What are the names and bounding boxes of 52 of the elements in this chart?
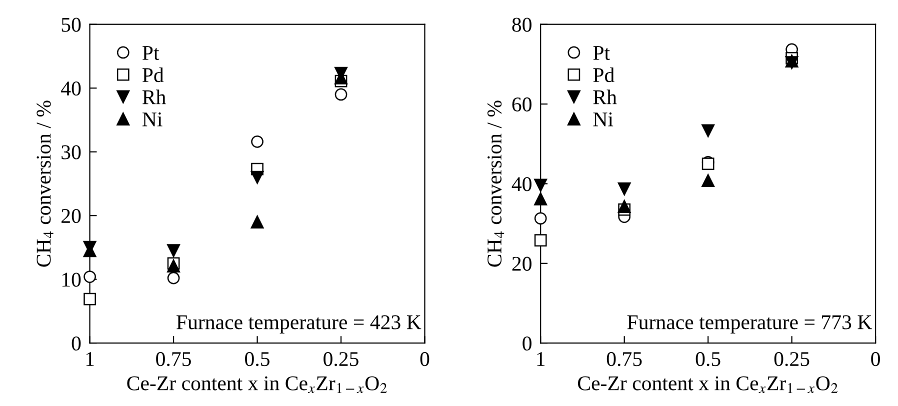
y-tick-label: 0 [522, 336, 532, 351]
x-tick-label: 0.75 [606, 352, 642, 366]
legend-label: Ni [142, 112, 162, 126]
x-axis-title: Ce-Zr content x in Ce$_{x}$Zr$_{1−x}$O$_{2}$ [578, 376, 838, 394]
y-tick-label: 10 [62, 272, 81, 287]
y-axis-title: CH$_{4}$ conversion / % [487, 100, 504, 267]
legend-label: Rh [593, 90, 617, 104]
y-tick-label: 50 [62, 18, 81, 32]
x-axis-title: Ce-Zr content x in Ce$_{x}$Zr$_{1−x}$O$_{2}$ [127, 376, 387, 394]
y-tick-label: 80 [512, 18, 532, 32]
legend-label: Rh [142, 90, 166, 104]
y-tick-label: 0 [72, 336, 81, 351]
x-tick-label: 0.5 [245, 352, 270, 366]
point [702, 124, 715, 138]
y-tick-label: 20 [62, 208, 81, 224]
x-tick-label: 1 [86, 352, 94, 366]
point [534, 178, 548, 192]
legend-label: Pt [593, 46, 610, 60]
point [167, 244, 180, 258]
y-tick-label: 30 [62, 145, 81, 160]
point [334, 88, 348, 101]
y-tick-label: 40 [61, 81, 81, 96]
x-tick-label: 0.5 [696, 352, 720, 366]
legend-label: Pd [142, 67, 164, 82]
annotation: Furnace temperature = 423 K [176, 315, 422, 334]
point [702, 174, 715, 188]
y-tick-label: 20 [512, 256, 532, 271]
point [250, 215, 264, 228]
y-tick-label: 40 [512, 177, 532, 192]
point [534, 234, 547, 246]
point [251, 135, 264, 148]
x-tick-label: 0 [871, 352, 880, 366]
point [250, 170, 264, 184]
legend-label: Ni [593, 112, 614, 126]
point [84, 292, 96, 306]
point [534, 212, 547, 225]
x-tick-label: 0 [420, 352, 430, 366]
annotation: Furnace temperature = 773 K [627, 315, 872, 334]
point [167, 272, 180, 284]
point [84, 270, 96, 283]
x-tick-label: 0.25 [774, 352, 810, 366]
y-axis-title: CH$_{4}$ conversion / % [36, 100, 54, 267]
legend-label: Pt [142, 46, 160, 60]
point [167, 259, 180, 272]
point [618, 182, 631, 196]
point [534, 192, 548, 206]
x-tick-label: 0.75 [156, 352, 191, 366]
point [618, 200, 631, 213]
x-tick-label: 0.25 [324, 352, 358, 366]
legend-label: Pd [593, 67, 614, 82]
y-tick-label: 60 [512, 97, 532, 112]
x-tick-label: 1 [537, 352, 545, 366]
